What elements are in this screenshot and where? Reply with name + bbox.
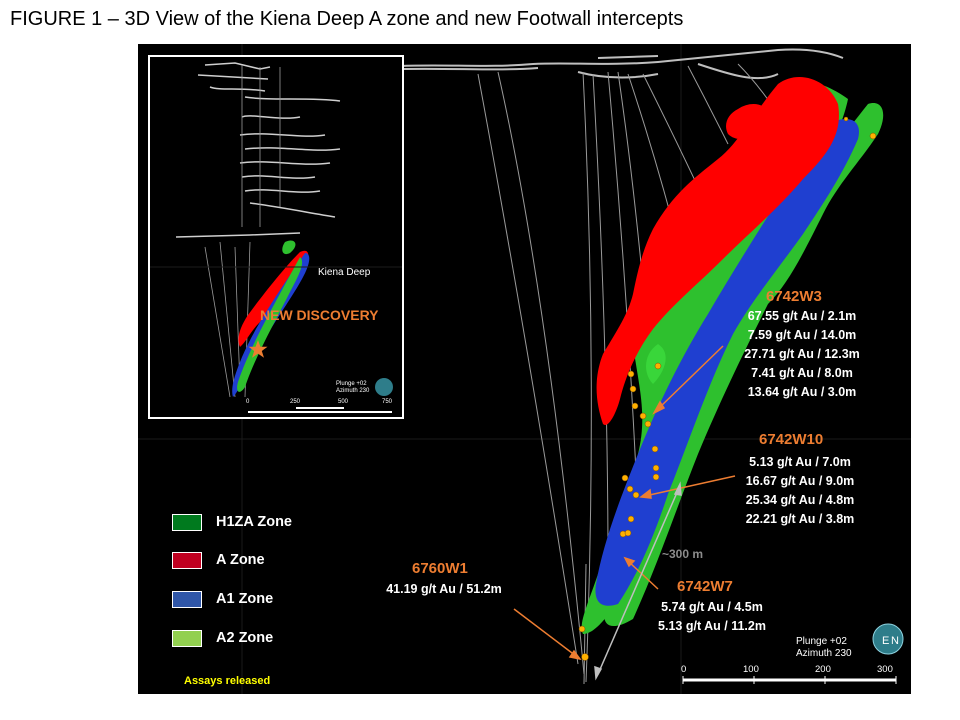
assays-released-note: Assays released	[184, 675, 271, 687]
inset-view-plunge: Plunge +02	[336, 381, 367, 387]
intercept-markers	[578, 116, 877, 661]
figure-title: FIGURE 1 – 3D View of the Kiena Deep A z…	[10, 8, 684, 30]
assay-line: 5.13 g/t Au / 7.0m	[749, 455, 851, 469]
hole-label-6742w10: 6742W10	[759, 431, 824, 448]
assay-line: 25.34 g/t Au / 4.8m	[745, 493, 855, 507]
legend-swatch	[172, 629, 202, 647]
inset-scale-tick: 750	[382, 399, 393, 405]
assay-line: 7.41 g/t Au / 8.0m	[751, 366, 853, 380]
leader-arrows	[513, 345, 736, 661]
scale-bar	[682, 676, 897, 684]
assay-line: 22.21 g/t Au / 3.8m	[745, 512, 855, 526]
view-azimuth: Azimuth 230	[796, 648, 852, 659]
assay-line: 13.64 g/t Au / 3.0m	[747, 385, 857, 399]
assay-6742w3: 67.55 g/t Au / 2.1m 7.59 g/t Au / 14.0m …	[732, 307, 872, 402]
scale-tick: 0	[681, 664, 687, 675]
legend-label: A2 Zone	[216, 630, 274, 646]
compass-globe-icon: E N	[872, 623, 904, 655]
assay-line: 67.55 g/t Au / 2.1m	[747, 309, 857, 323]
inset-new-discovery-label: NEW DISCOVERY	[260, 307, 379, 323]
underground-workings	[399, 48, 844, 80]
model-view: E N	[138, 44, 911, 694]
inset-scale-tick: 250	[290, 399, 301, 405]
svg-text:E: E	[882, 635, 889, 647]
assay-line: 5.74 g/t Au / 4.5m	[661, 600, 763, 614]
figure-panel: E N	[138, 44, 911, 694]
legend-item-a2-zone: A2 Zone	[172, 628, 273, 648]
inset-model	[150, 62, 402, 413]
view-plunge: Plunge +02	[796, 636, 847, 647]
inset-kiena-deep-label: Kiena Deep	[318, 267, 371, 278]
legend-item-h1za: H1ZA Zone	[172, 512, 292, 532]
hole-label-6760w1: 6760W1	[412, 560, 468, 577]
assay-line: 27.71 g/t Au / 12.3m	[744, 347, 860, 361]
assay-line: 7.59 g/t Au / 14.0m	[747, 328, 857, 342]
scale-tick: 300	[877, 664, 893, 675]
inset-view-azimuth: Azimuth 230	[336, 388, 370, 394]
hole-label-6742w7: 6742W7	[677, 578, 733, 595]
spacing-arrow	[594, 481, 682, 681]
assay-6742w7: 5.74 g/t Au / 4.5m 5.13 g/t Au / 11.2m	[642, 598, 782, 636]
inset-scale-tick: 0	[246, 399, 250, 405]
scale-tick: 100	[743, 664, 759, 675]
zone-red	[596, 76, 839, 425]
zone-blue	[595, 119, 859, 606]
legend-item-a1-zone: A1 Zone	[172, 589, 273, 609]
legend-swatch	[172, 513, 202, 531]
scale-tick: 200	[815, 664, 831, 675]
assay-line: 16.67 g/t Au / 9.0m	[745, 474, 855, 488]
legend-swatch	[172, 551, 202, 569]
assay-line: 5.13 g/t Au / 11.2m	[658, 619, 766, 633]
svg-text:N: N	[891, 635, 899, 647]
inset-scale-tick: 500	[338, 399, 349, 405]
hole-label-6742w3: 6742W3	[766, 288, 822, 305]
inset-overview: Kiena Deep NEW DISCOVERY Plunge +02 Azim…	[148, 55, 404, 419]
hole-spacing-label: ~300 m	[662, 547, 704, 561]
legend-label: A Zone	[216, 552, 265, 568]
discovery-star-icon	[248, 340, 268, 358]
legend-label: H1ZA Zone	[216, 514, 292, 530]
assay-6760w1: 41.19 g/t Au / 51.2m	[364, 580, 524, 599]
assay-line: 41.19 g/t Au / 51.2m	[386, 582, 502, 596]
assay-6742w10: 5.13 g/t Au / 7.0m 16.67 g/t Au / 9.0m 2…	[730, 453, 870, 529]
legend-label: A1 Zone	[216, 591, 274, 607]
legend-swatch	[172, 590, 202, 608]
legend-item-a-zone: A Zone	[172, 550, 265, 570]
